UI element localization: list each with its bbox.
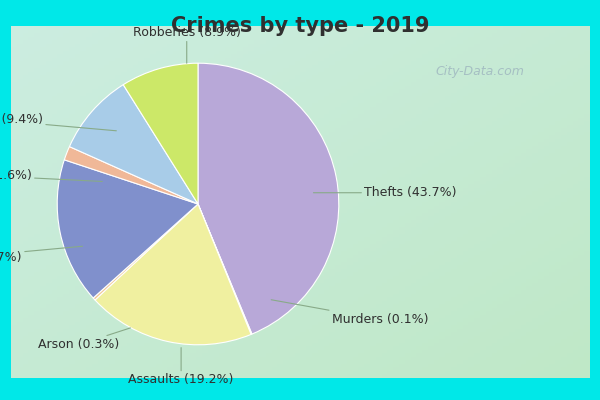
Text: Thefts (43.7%): Thefts (43.7%) — [313, 186, 457, 199]
Wedge shape — [198, 204, 252, 334]
Text: Robberies (8.9%): Robberies (8.9%) — [133, 26, 241, 63]
Wedge shape — [93, 204, 198, 300]
Wedge shape — [57, 160, 198, 298]
Wedge shape — [198, 63, 339, 334]
Wedge shape — [95, 204, 251, 345]
Text: Assaults (19.2%): Assaults (19.2%) — [128, 348, 234, 386]
Text: Crimes by type - 2019: Crimes by type - 2019 — [171, 16, 429, 36]
Text: Arson (0.3%): Arson (0.3%) — [38, 328, 130, 351]
Wedge shape — [64, 147, 198, 204]
Wedge shape — [123, 63, 198, 204]
Text: City-Data.com: City-Data.com — [436, 66, 524, 78]
Text: Auto thefts (16.7%): Auto thefts (16.7%) — [0, 246, 83, 264]
Text: Burglaries (9.4%): Burglaries (9.4%) — [0, 113, 116, 131]
Text: Rapes (1.6%): Rapes (1.6%) — [0, 169, 102, 182]
Text: Murders (0.1%): Murders (0.1%) — [271, 300, 428, 326]
Wedge shape — [70, 85, 198, 204]
